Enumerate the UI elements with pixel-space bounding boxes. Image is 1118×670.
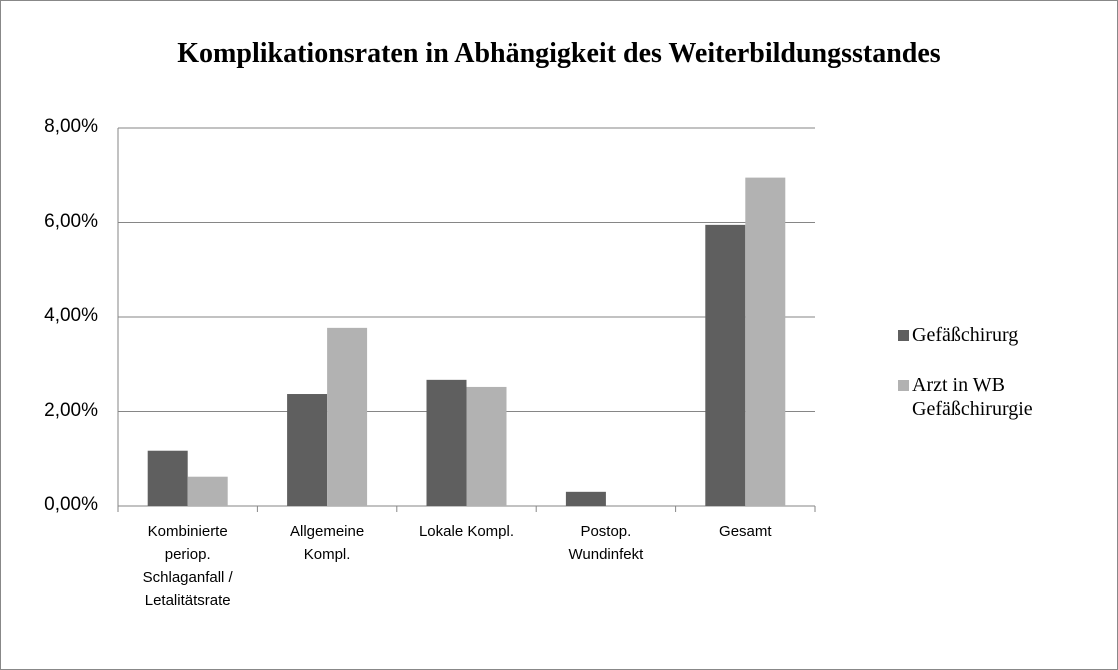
bar: [147, 450, 188, 506]
y-tick-label: 0,00%: [44, 494, 98, 515]
x-tick-label: Postop. Wundinfekt: [568, 523, 644, 563]
x-tick-label: Lokale Kompl.: [418, 523, 515, 540]
bar: [705, 224, 746, 507]
bar: [565, 491, 606, 506]
legend-swatch: [898, 330, 909, 341]
x-tick-label: Allgemeine Kompl.: [289, 523, 365, 563]
y-tick-label: 6,00%: [44, 210, 98, 232]
legend-label: Gefäßchirurg: [912, 324, 1019, 346]
legend-swatch: [898, 380, 909, 391]
bar: [327, 327, 368, 506]
y-tick-label: 2,00%: [44, 399, 98, 421]
bar: [466, 386, 507, 506]
y-tick-label: 4,00%: [44, 305, 98, 326]
y-tick-label: 8,00%: [44, 116, 98, 137]
bar: [187, 476, 228, 506]
bar: [426, 379, 467, 506]
x-tick-label: Kombinierte periop. Schlaganfall / Letal…: [142, 523, 233, 609]
legend-label: Arzt in WB Gefäßchirurgie: [912, 374, 1033, 420]
chart-title: Komplikationsraten in Abhängigkeit des W…: [177, 38, 941, 69]
bar: [745, 177, 786, 507]
x-tick-label: Gesamt: [719, 523, 772, 540]
bar: [287, 394, 328, 506]
